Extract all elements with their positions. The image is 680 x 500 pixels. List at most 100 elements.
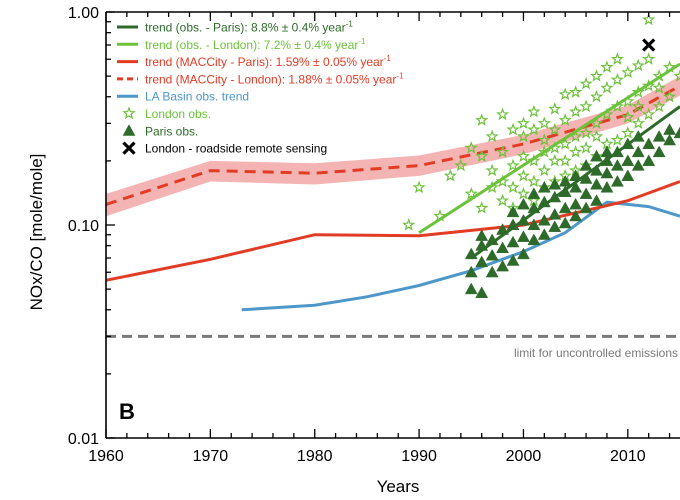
london-obs-point	[621, 65, 635, 79]
london-obs-point	[642, 12, 656, 26]
paris-obs-point	[496, 259, 510, 272]
paris-obs-point	[631, 159, 645, 171]
paris-obs-point	[475, 255, 489, 268]
paris-obs-point	[475, 229, 489, 241]
legend-label-superscript: -1	[358, 37, 366, 46]
legend-label-superscript: -1	[384, 54, 392, 63]
paris-obs-point	[569, 180, 583, 193]
london-obs-point	[558, 87, 572, 101]
london-obs-point	[475, 201, 489, 214]
london-obs-point	[631, 85, 645, 98]
london-obs-point	[642, 52, 656, 65]
paris-obs-point	[569, 209, 583, 222]
paris-obs-point	[527, 233, 541, 246]
paris-obs-point	[548, 177, 562, 190]
london-obs-point	[610, 52, 624, 65]
x-axis-title: Years	[377, 477, 420, 496]
london-obs-point	[506, 158, 520, 172]
paris-obs-point	[590, 194, 603, 206]
paris-obs-point	[579, 187, 593, 199]
london-obs-point	[558, 113, 572, 126]
legend-label-text: trend (MACCity - London): 1.88% ± 0.05% …	[145, 72, 396, 86]
paris-obs-point	[579, 159, 593, 171]
london-obs-point	[485, 163, 499, 177]
legend-item-paris_trend: trend (obs. - Paris): 8.8% ± 0.4% year-1	[117, 20, 353, 35]
legend-label: trend (MACCity - London): 1.88% ± 0.05% …	[145, 71, 404, 86]
paris-obs-point	[569, 197, 583, 210]
london-obs-point	[537, 133, 551, 146]
paris-obs-point	[631, 145, 645, 158]
london-obs-point	[589, 69, 604, 82]
legend-label-text: London obs.	[145, 107, 211, 121]
london-obs-point	[673, 69, 680, 82]
paris-obs-point	[558, 175, 572, 187]
legend-label: trend (obs. - Paris): 8.8% ± 0.4% year-1	[145, 20, 353, 35]
legend-item-macc_london: trend (MACCity - London): 1.88% ± 0.05% …	[117, 71, 404, 86]
london-obs-point	[464, 141, 478, 154]
london-obs-point	[590, 129, 604, 143]
london-obs-point	[621, 126, 635, 139]
legend-item-paris_obs: Paris obs.	[122, 124, 198, 138]
legend-label: London - roadside remote sensing	[145, 142, 327, 156]
axes: 1960 1970 1980 1990 2000 2010 0.01 0.10 1.00	[68, 5, 680, 465]
paris-obs-point	[517, 197, 530, 210]
plot-area	[106, 12, 680, 338]
london-obs-point	[569, 85, 583, 98]
london-obs-point	[548, 153, 562, 167]
paris-obs-point	[673, 126, 680, 139]
remote-sensing-point	[642, 38, 656, 52]
paris-obs-point	[464, 265, 478, 278]
paris-obs-point	[548, 220, 562, 232]
paris-obs-point	[558, 216, 572, 229]
paris-obs-point	[579, 201, 593, 214]
paris-obs-point	[537, 180, 551, 193]
london-obs-point	[558, 154, 572, 167]
y-tick-label: 0.10	[68, 218, 99, 235]
london-obs-point	[579, 126, 593, 139]
paris-obs-point	[517, 230, 530, 242]
maccity-paris-trend-line	[106, 180, 680, 282]
london-obs-point	[464, 187, 478, 200]
paris-obs-point	[663, 123, 676, 135]
legend-label: Paris obs.	[145, 124, 198, 138]
london-obs-point	[631, 99, 645, 113]
paris-obs-point	[506, 205, 520, 218]
london-obs-point	[600, 60, 614, 73]
paris-obs-point	[590, 177, 603, 190]
london-obs-point	[652, 99, 666, 113]
paris-obs-point	[485, 265, 499, 278]
x-tick-label: 1960	[88, 448, 124, 465]
paris-obs-point	[527, 187, 541, 199]
london-obs-point	[537, 116, 551, 129]
london-obs-point	[516, 129, 531, 143]
paris-obs-point	[464, 282, 478, 295]
london-obs-point	[548, 102, 562, 115]
london-obs-point	[516, 149, 531, 162]
london-obs-point	[485, 180, 499, 194]
limit-annotation: limit for uncontrolled emissions	[514, 346, 678, 360]
paris-obs-point	[558, 201, 572, 214]
legend-item-london_obs: London obs.	[122, 106, 211, 121]
london-obs-point	[579, 76, 593, 90]
london-obs-point	[475, 113, 489, 126]
legend-label: trend (MACCity - Paris): 1.59% ± 0.05% y…	[145, 54, 391, 69]
london-obs-point	[548, 122, 562, 136]
legend-label-text: London - roadside remote sensing	[145, 142, 327, 156]
maccity-london-band	[106, 76, 680, 217]
paris-obs-point	[548, 208, 562, 220]
london-obs-point	[454, 158, 468, 172]
legend-swatch	[122, 141, 136, 155]
paris-obs-point	[663, 133, 676, 146]
paris-obs-point	[506, 235, 520, 248]
paris-obs-point	[642, 137, 656, 150]
la-basin-trend-line	[241, 200, 680, 312]
legend-label-text: Paris obs.	[145, 124, 198, 138]
london-obs-point	[495, 145, 510, 158]
paris-obs-point	[610, 159, 624, 171]
london-obs-point	[495, 107, 510, 121]
london-obs-point	[631, 58, 645, 72]
maccity-london-trend-line	[106, 84, 680, 206]
paris-obs-point	[652, 145, 666, 158]
x-tick-label: 1980	[297, 448, 333, 465]
london-obs-point	[610, 133, 624, 146]
